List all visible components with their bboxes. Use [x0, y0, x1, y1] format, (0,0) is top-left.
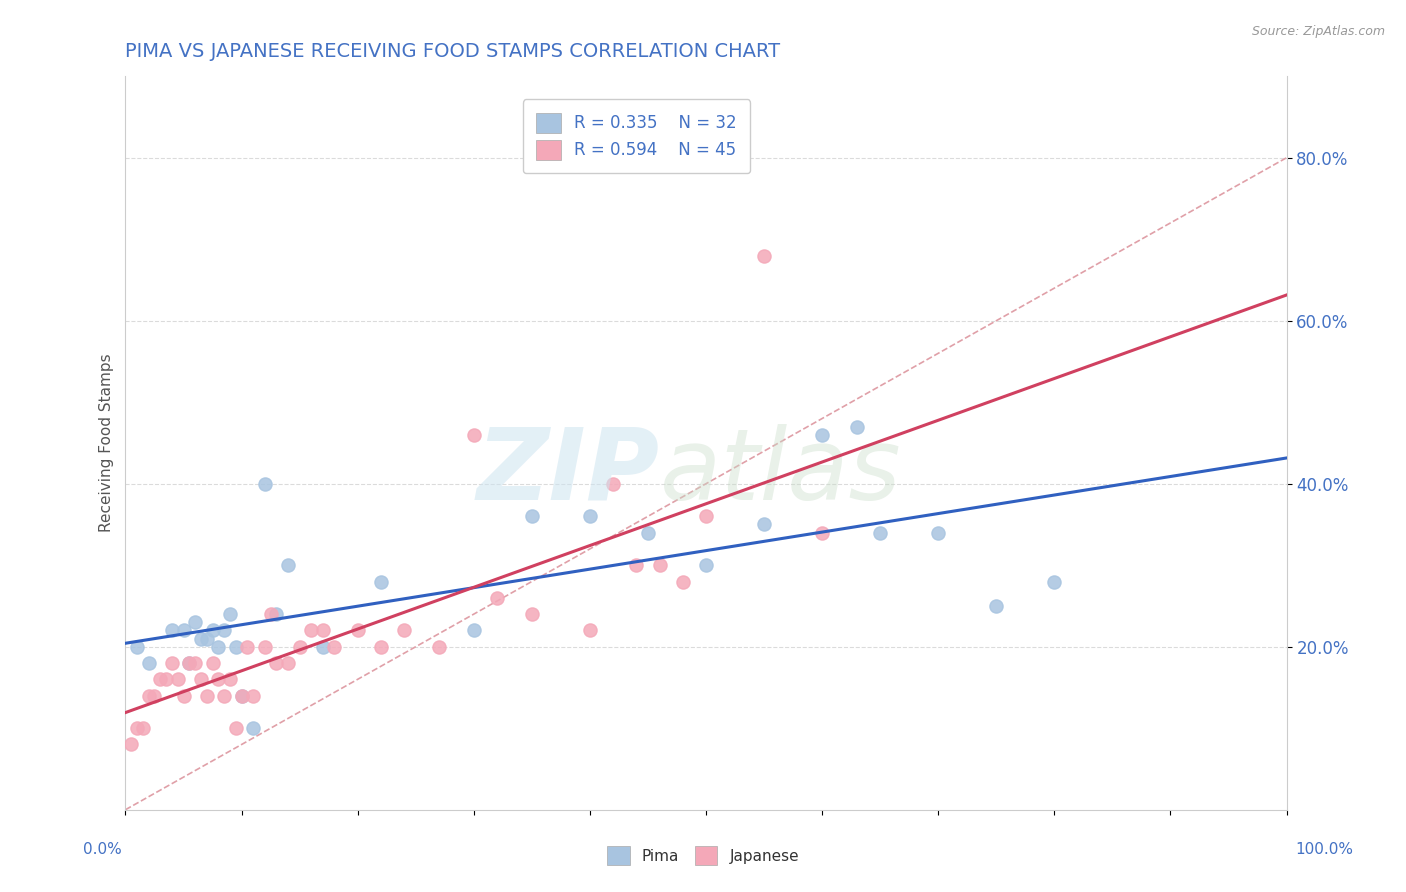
Point — [323, 640, 346, 654]
Point — [125, 721, 148, 735]
Point — [986, 599, 1008, 613]
Point — [242, 689, 264, 703]
Y-axis label: Receiving Food Stamps: Receiving Food Stamps — [100, 353, 114, 533]
Point — [1043, 574, 1066, 589]
Point — [179, 656, 201, 670]
Point — [207, 640, 229, 654]
Point — [259, 607, 281, 621]
Point — [695, 558, 717, 573]
Point — [225, 640, 247, 654]
Point — [207, 673, 229, 687]
Point — [520, 607, 543, 621]
Point — [626, 558, 648, 573]
Point — [195, 689, 218, 703]
Point — [219, 607, 242, 621]
Point — [173, 689, 195, 703]
Point — [752, 517, 775, 532]
Point — [637, 525, 659, 540]
Point — [427, 640, 450, 654]
Point — [277, 656, 299, 670]
Point — [648, 558, 671, 573]
Point — [138, 656, 160, 670]
Point — [184, 656, 207, 670]
Text: ZIP: ZIP — [477, 424, 659, 521]
Point — [811, 525, 834, 540]
Point — [463, 624, 485, 638]
Point — [392, 624, 415, 638]
Point — [312, 624, 335, 638]
Point — [201, 656, 224, 670]
Text: PIMA VS JAPANESE RECEIVING FOOD STAMPS CORRELATION CHART: PIMA VS JAPANESE RECEIVING FOOD STAMPS C… — [125, 42, 780, 61]
Point — [869, 525, 891, 540]
Point — [463, 427, 485, 442]
Point — [520, 509, 543, 524]
Point — [160, 624, 183, 638]
Point — [299, 624, 322, 638]
Point — [346, 624, 368, 638]
Point — [236, 640, 259, 654]
Point — [120, 738, 142, 752]
Point — [602, 476, 624, 491]
Point — [184, 615, 207, 630]
Point — [231, 689, 253, 703]
Point — [149, 673, 172, 687]
Point — [579, 509, 602, 524]
Text: Source: ZipAtlas.com: Source: ZipAtlas.com — [1251, 25, 1385, 38]
Point — [201, 624, 224, 638]
Point — [752, 248, 775, 262]
Point — [143, 689, 166, 703]
Point — [579, 624, 602, 638]
Point — [288, 640, 311, 654]
Point — [253, 640, 276, 654]
Point — [195, 632, 218, 646]
Point — [132, 721, 155, 735]
Point — [138, 689, 160, 703]
Point — [242, 721, 264, 735]
Point — [190, 673, 212, 687]
Point — [370, 574, 392, 589]
Point — [846, 419, 869, 434]
Point — [225, 721, 247, 735]
Point — [277, 558, 299, 573]
Point — [811, 427, 834, 442]
Point — [179, 656, 201, 670]
Text: 0.0%: 0.0% — [83, 842, 122, 856]
Legend: Pima, Japanese: Pima, Japanese — [600, 840, 806, 871]
Point — [695, 509, 717, 524]
Point — [190, 632, 212, 646]
Point — [486, 591, 509, 605]
Point — [927, 525, 949, 540]
Point — [173, 624, 195, 638]
Legend: R = 0.335    N = 32, R = 0.594    N = 45: R = 0.335 N = 32, R = 0.594 N = 45 — [523, 99, 751, 173]
Point — [312, 640, 335, 654]
Point — [155, 673, 177, 687]
Point — [212, 689, 235, 703]
Point — [219, 673, 242, 687]
Point — [231, 689, 253, 703]
Text: 100.0%: 100.0% — [1295, 842, 1354, 856]
Point — [370, 640, 392, 654]
Point — [166, 673, 188, 687]
Text: atlas: atlas — [659, 424, 901, 521]
Point — [266, 656, 288, 670]
Point — [253, 476, 276, 491]
Point — [125, 640, 148, 654]
Point — [672, 574, 695, 589]
Point — [212, 624, 235, 638]
Point — [266, 607, 288, 621]
Point — [160, 656, 183, 670]
